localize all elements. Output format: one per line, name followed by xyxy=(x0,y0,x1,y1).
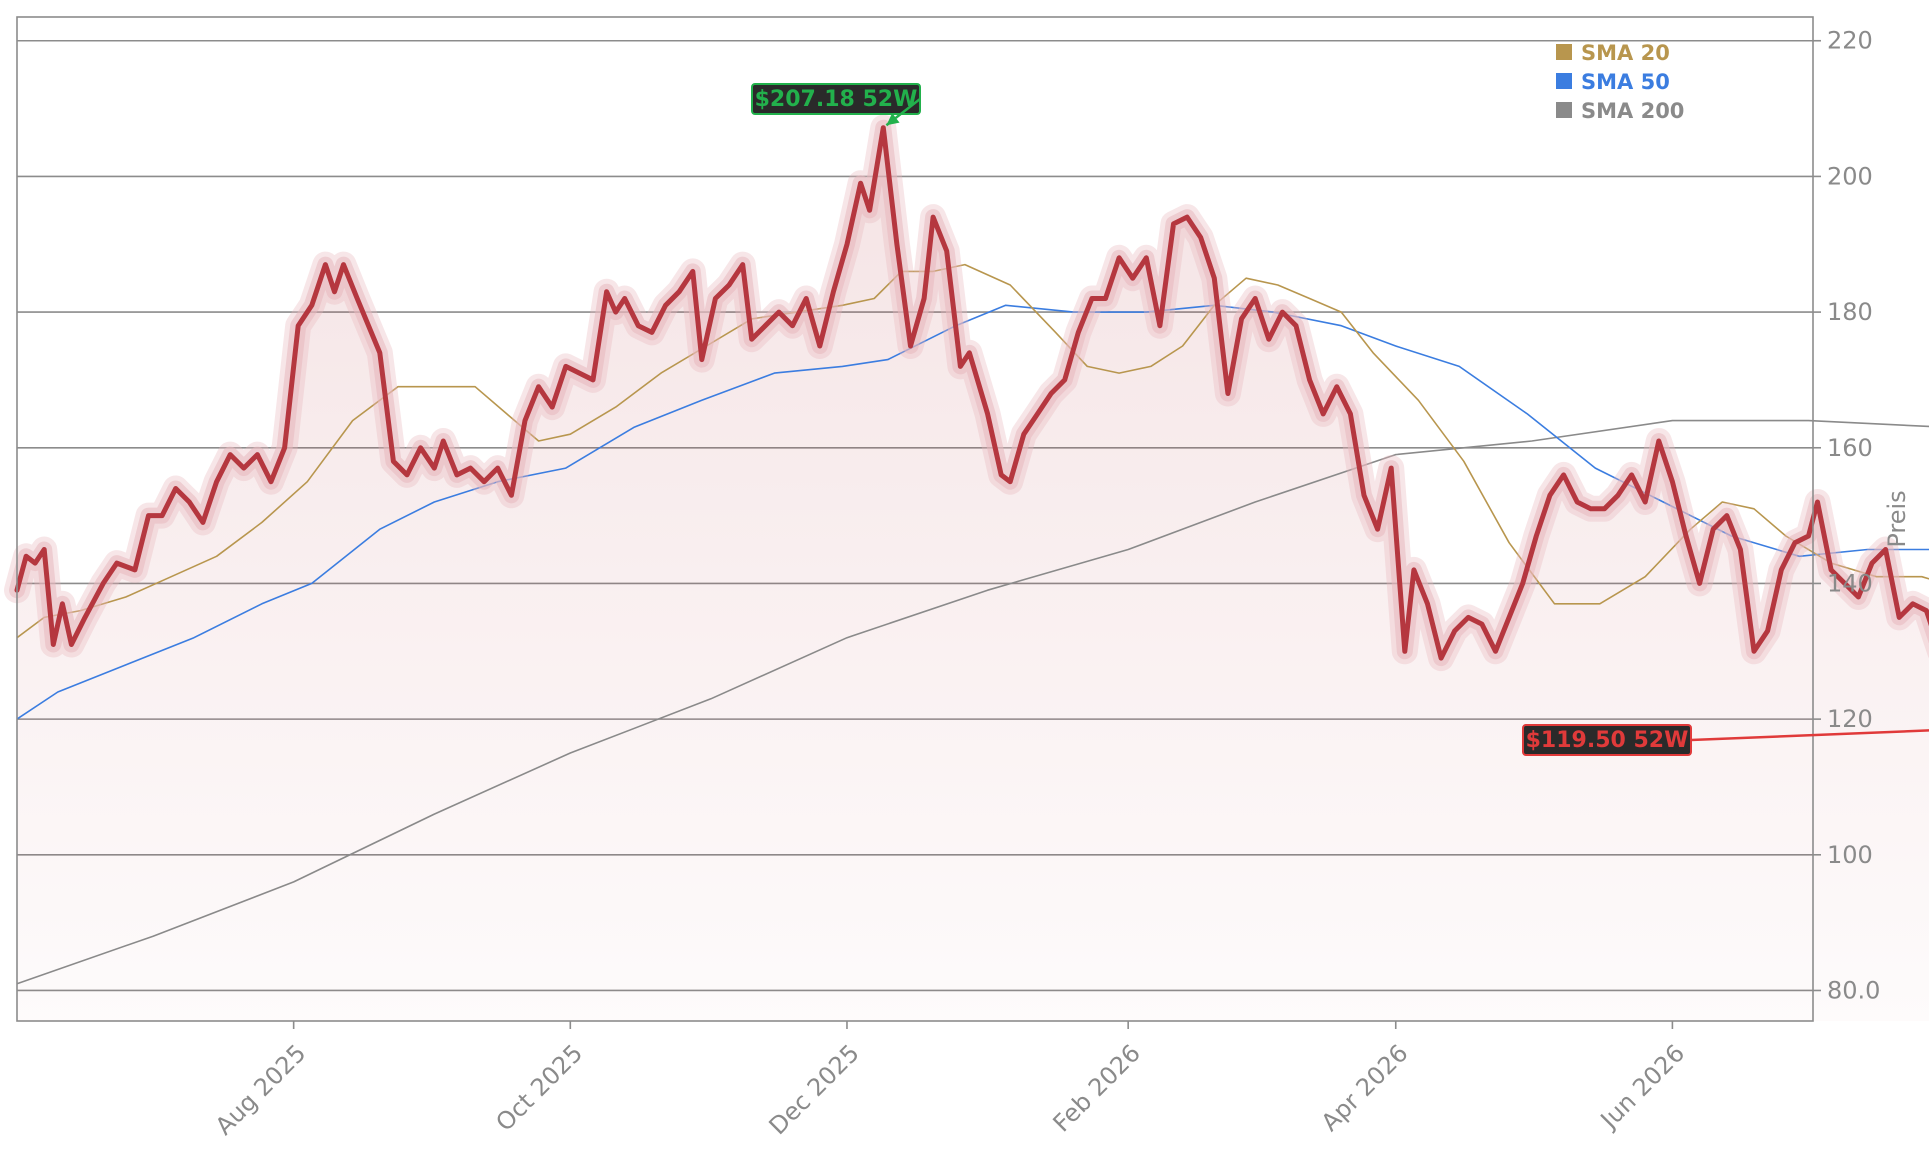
legend-swatch xyxy=(1556,102,1572,118)
y-axis: 80.0 100 120 140 160 180 200 220 xyxy=(1813,27,1880,1004)
low-callout-label: $119.50 52W xyxy=(1526,728,1689,753)
legend-swatch xyxy=(1556,73,1572,89)
legend-swatch xyxy=(1556,44,1572,60)
x-tick-label: Jun 2026 xyxy=(1594,1039,1690,1135)
y-tick-label: 140 xyxy=(1827,569,1873,597)
sma-50-line xyxy=(16,304,1929,720)
sma-200-line xyxy=(16,419,1929,985)
high-callout-arrowhead xyxy=(886,113,900,126)
low-callout-arrow xyxy=(1690,729,1929,742)
sma-20-line xyxy=(16,263,1929,639)
high-callout-label: $207.18 52W xyxy=(755,87,918,112)
y-tick-label: 80.0 xyxy=(1827,976,1880,1004)
x-tick-label: Feb 2026 xyxy=(1048,1039,1146,1137)
legend-label: SMA 50 xyxy=(1581,70,1670,94)
moving-averages xyxy=(16,263,1929,985)
price-line xyxy=(14,125,1929,661)
x-tick-label: Aug 2025 xyxy=(210,1039,312,1141)
x-tick-label: Dec 2025 xyxy=(764,1039,865,1140)
x-tick-label: Apr 2026 xyxy=(1316,1039,1414,1137)
plot-frame xyxy=(16,16,1814,1022)
y-tick-label: 180 xyxy=(1827,298,1873,326)
price-series xyxy=(4,114,1929,672)
x-axis: Aug 2025 Oct 2025 Dec 2025 Feb 2026 Apr 2026… xyxy=(210,1021,1690,1141)
legend-label: SMA 200 xyxy=(1581,99,1684,123)
price-area xyxy=(17,127,1929,1021)
legend-label: SMA 20 xyxy=(1581,41,1670,65)
plot-border xyxy=(16,16,1814,1022)
extreme-callouts: $207.18 52W $119.50 52W xyxy=(751,83,1929,756)
y-tick-label: 220 xyxy=(1827,27,1873,55)
y-tick-label: 200 xyxy=(1827,162,1873,190)
y-axis-title: Preis xyxy=(1883,490,1911,547)
legend: SMA 20 SMA 50 SMA 200 xyxy=(1556,41,1684,123)
y-tick-label: 100 xyxy=(1827,841,1873,869)
y-tick-label: 120 xyxy=(1827,705,1873,733)
x-tick-label: Oct 2025 xyxy=(490,1039,588,1137)
price-area-fill xyxy=(17,127,1929,1021)
y-tick-label: 160 xyxy=(1827,434,1873,462)
